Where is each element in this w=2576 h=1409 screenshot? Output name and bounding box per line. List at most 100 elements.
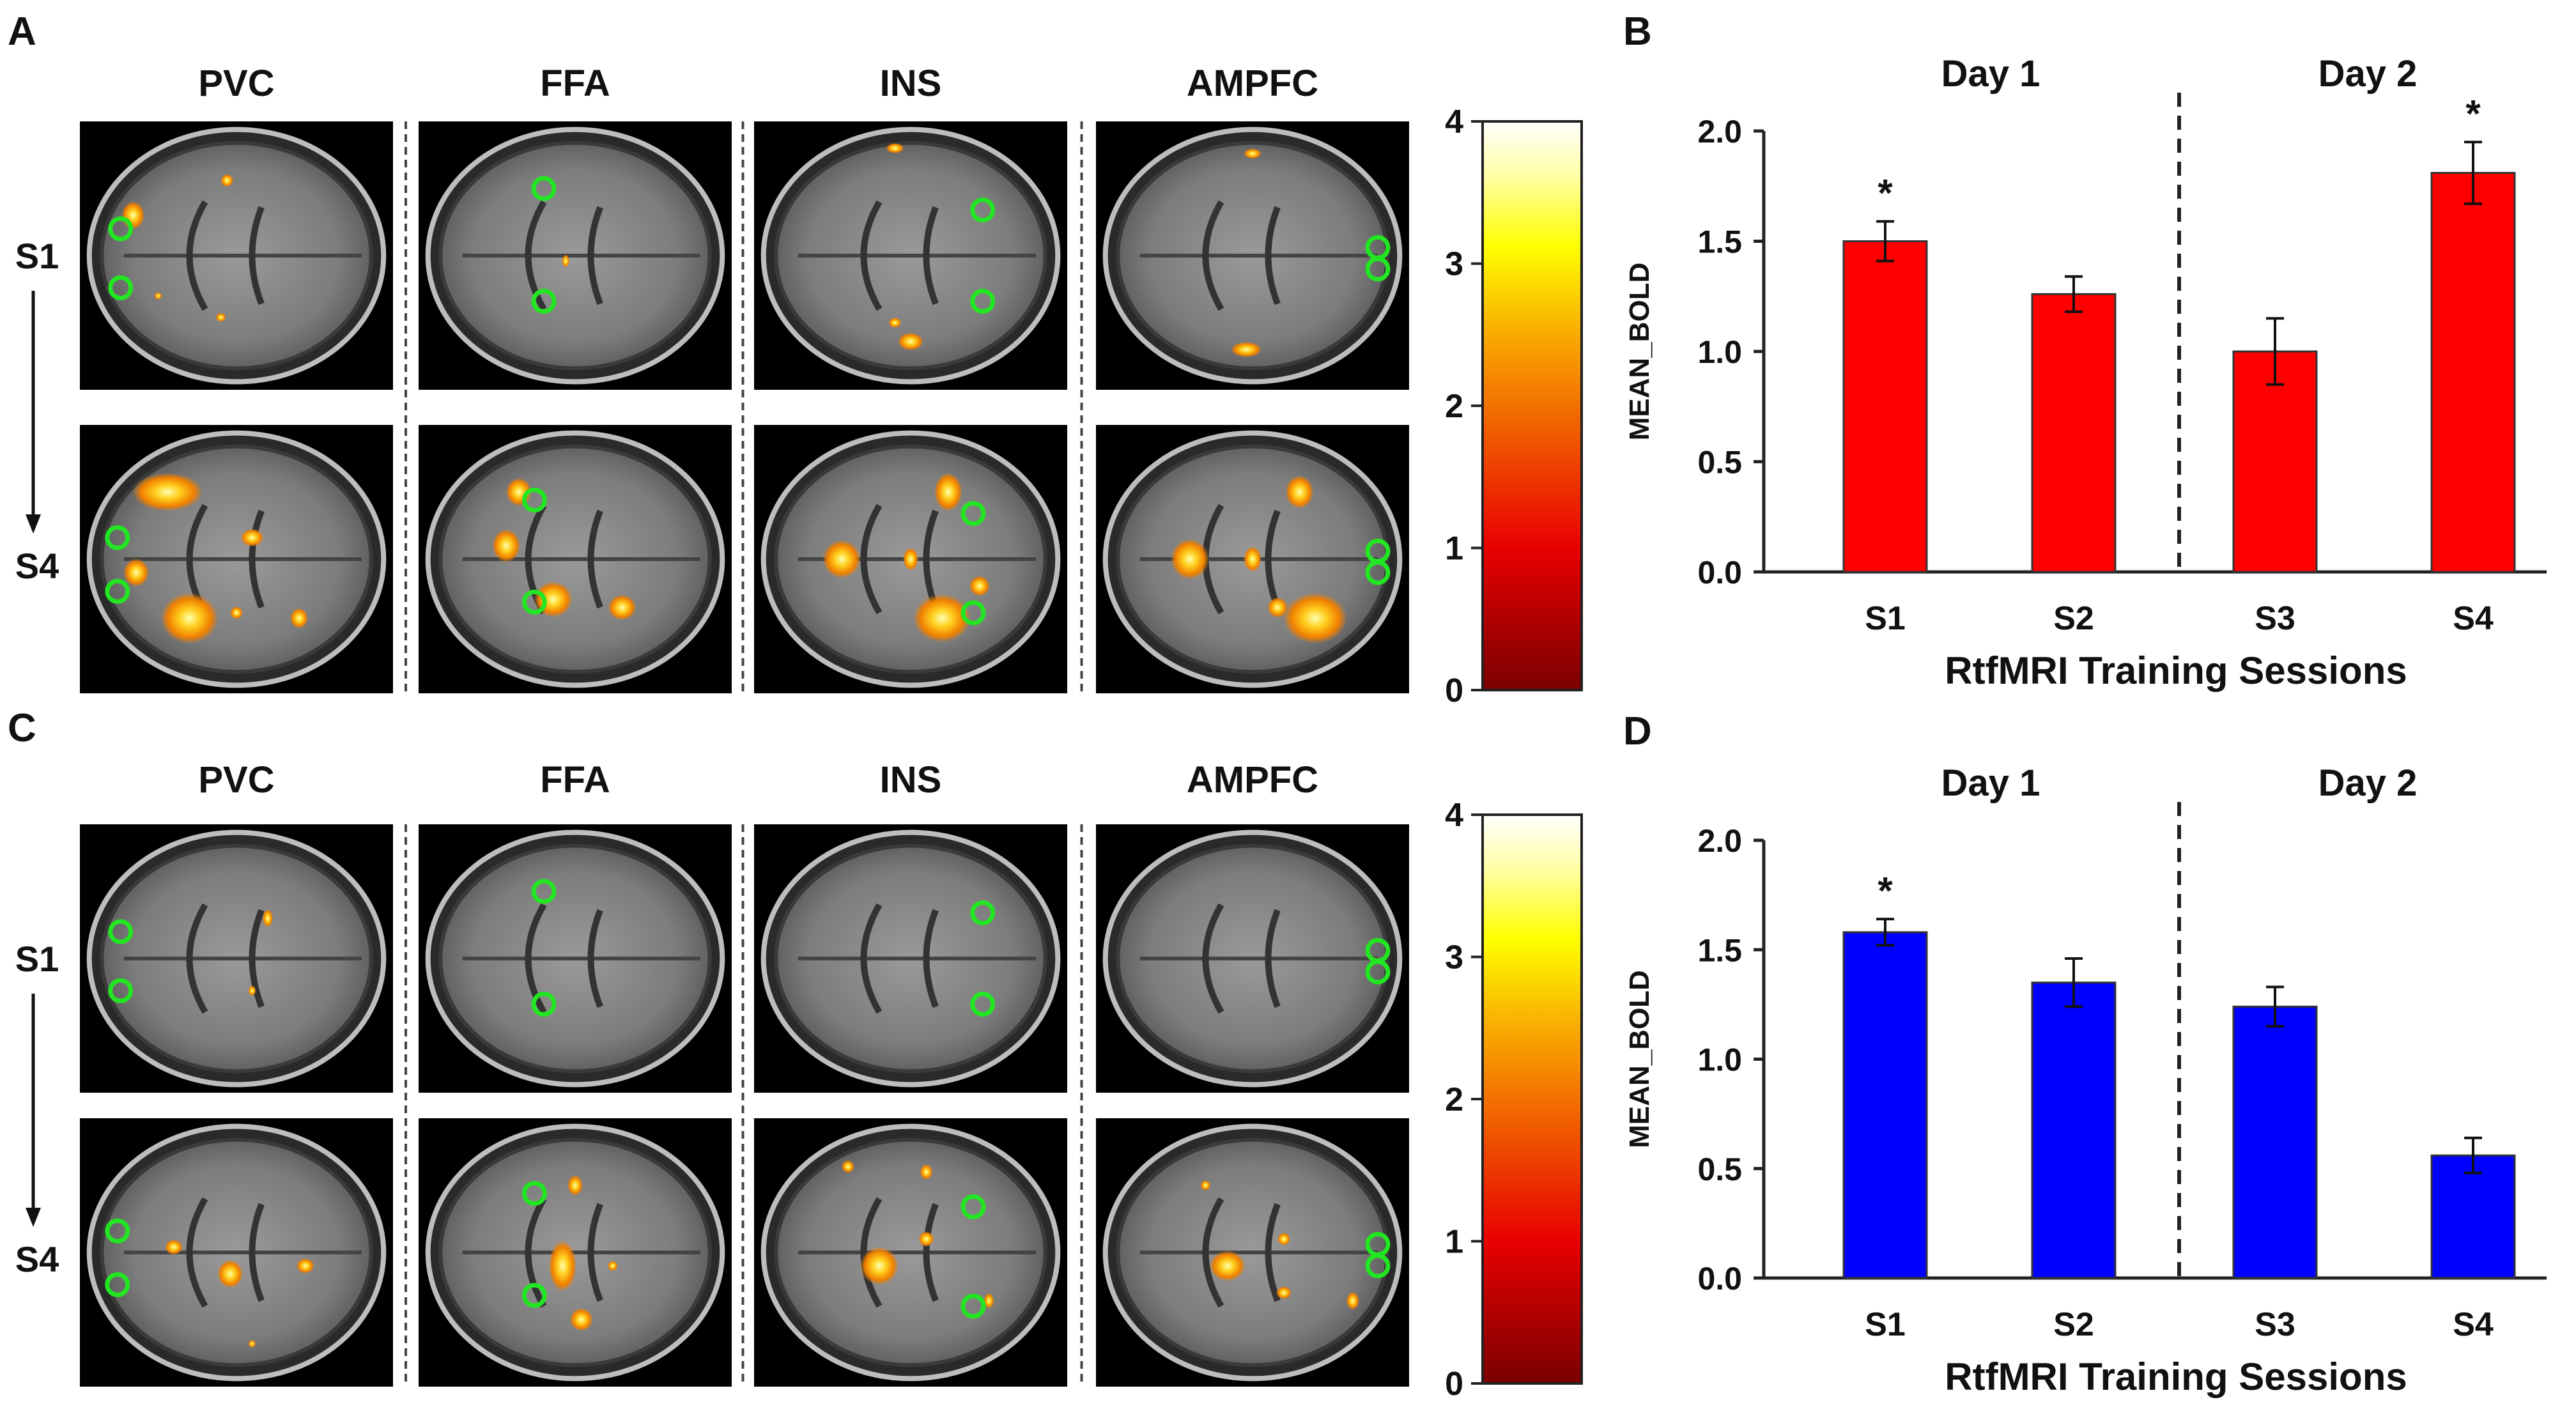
row-label: S4	[15, 546, 59, 586]
error-bar	[1876, 918, 1894, 947]
y-tick-label: 0.0	[1697, 1261, 1742, 1297]
colorbar-tick-label: 0	[1445, 672, 1463, 709]
x-tick-label: S1	[1865, 1306, 1906, 1343]
brain-slice-image	[419, 1118, 732, 1387]
day1-label: Day 1	[1941, 762, 2040, 804]
panel-a: A PVC FFA INS AMPFC S1 S4 0 1 2 3 4	[8, 10, 1583, 709]
row-label: S1	[15, 236, 59, 276]
brain-slice-image	[1096, 121, 1409, 390]
brain-slice-image	[754, 1118, 1067, 1387]
y-axis-label: MEAN_BOLD	[1624, 263, 1655, 441]
x-tick-label: S2	[2053, 600, 2094, 637]
colorbar-tick-label: 4	[1445, 797, 1463, 834]
y-tick-label: 0.0	[1697, 555, 1742, 590]
bar-s3	[2232, 350, 2318, 573]
roi-circle	[531, 991, 557, 1017]
panel-letter: D	[1623, 709, 1652, 753]
roi-circle	[521, 488, 547, 513]
y-tick-label: 0.5	[1697, 445, 1742, 481]
day1-label: Day 1	[1941, 53, 2040, 95]
x-axis-label: RtfMRI Training Sessions	[1945, 1355, 2407, 1398]
y-tick-label: 2.0	[1697, 823, 1742, 859]
brain-slice-image	[1096, 824, 1409, 1093]
column-label: AMPFC	[1187, 63, 1318, 104]
roi-circle	[970, 288, 996, 314]
roi-circle	[960, 1194, 986, 1220]
x-tick-label: S4	[2453, 600, 2494, 637]
column-label: AMPFC	[1187, 759, 1318, 801]
significance-marker: *	[2465, 92, 2481, 135]
error-bar	[2266, 317, 2284, 386]
roi-circle	[105, 578, 130, 604]
roi-circle	[1365, 1253, 1391, 1279]
error-bar	[2464, 1136, 2482, 1174]
roi-circle	[1365, 256, 1391, 282]
column-label: INS	[880, 759, 942, 801]
column-label: INS	[880, 63, 942, 104]
panel-b-chart: B Day 1 Day 2 0.0 0.5 1.0 1.5 2.0 MEAN_BOLD * S…	[1623, 10, 2547, 692]
colorbar	[1481, 813, 1583, 1385]
roi-circle	[960, 600, 986, 626]
bar-s1	[1842, 931, 1928, 1279]
bar-s2	[2031, 293, 2117, 573]
x-tick-label: S4	[2453, 1306, 2494, 1343]
roi-circle	[970, 197, 996, 223]
roi-circle	[521, 589, 547, 615]
roi-circle	[105, 1218, 130, 1243]
brain-slice-image	[80, 824, 393, 1093]
bar-s4	[2430, 172, 2516, 573]
colorbar-tick-label: 1	[1445, 530, 1463, 567]
brain-slice-image	[419, 824, 732, 1093]
y-tick-label: 1.5	[1697, 224, 1742, 260]
x-tick-label: S1	[1865, 600, 1906, 637]
colorbar	[1481, 120, 1583, 691]
bar-s1	[1842, 240, 1928, 573]
panel-letter: C	[8, 706, 36, 750]
roi-circle	[531, 288, 557, 314]
brain-slice-image	[1096, 425, 1409, 693]
roi-circle	[1365, 959, 1391, 985]
y-axis-label: MEAN_BOLD	[1624, 970, 1655, 1148]
colorbar-tick-label: 4	[1445, 104, 1463, 141]
brain-slice-image	[419, 425, 732, 693]
y-tick-label: 1.0	[1697, 334, 1742, 370]
colorbar-tick-label: 3	[1445, 246, 1463, 283]
column-label: FFA	[540, 759, 610, 801]
brain-slice-image	[80, 425, 393, 693]
significance-marker: *	[1878, 171, 1893, 214]
colorbar-tick-label: 1	[1445, 1224, 1463, 1261]
bar-s2	[2031, 982, 2117, 1279]
roi-circle	[521, 1282, 547, 1308]
panel-d-chart: D Day 1 Day 2 0.0 0.5 1.0 1.5 2.0 MEAN_BOLD * S…	[1623, 709, 2547, 1398]
down-arrow-icon	[26, 994, 41, 1227]
roi-circle	[521, 1181, 547, 1206]
y-tick-label: 1.5	[1697, 932, 1742, 968]
roi-circle	[1365, 560, 1391, 585]
error-bar	[2266, 985, 2284, 1028]
roi-circle	[531, 176, 557, 201]
error-bar	[2065, 275, 2083, 313]
colorbar-tick-label: 0	[1445, 1366, 1463, 1403]
roi-circle	[105, 525, 130, 550]
brain-slice-image	[754, 824, 1067, 1093]
y-tick-label: 2.0	[1697, 114, 1742, 150]
roi-circle	[970, 900, 996, 926]
roi-circle	[960, 501, 986, 527]
x-tick-label: S2	[2053, 1306, 2094, 1343]
error-bar	[2065, 957, 2083, 1008]
day2-label: Day 2	[2318, 762, 2418, 804]
roi-circle	[108, 978, 134, 1003]
column-label: PVC	[198, 759, 274, 801]
colorbar-tick-label: 3	[1445, 939, 1463, 976]
roi-circle	[108, 919, 134, 944]
roi-circle	[960, 1293, 986, 1319]
y-tick-label: 1.0	[1697, 1042, 1742, 1078]
panel-letter: B	[1623, 10, 1652, 54]
panel-letter: A	[8, 10, 36, 54]
brain-slice-image	[754, 121, 1067, 390]
colorbar-tick-label: 2	[1445, 388, 1463, 425]
error-bar	[2464, 141, 2482, 205]
roi-circle	[531, 879, 557, 904]
roi-circle	[108, 275, 134, 300]
